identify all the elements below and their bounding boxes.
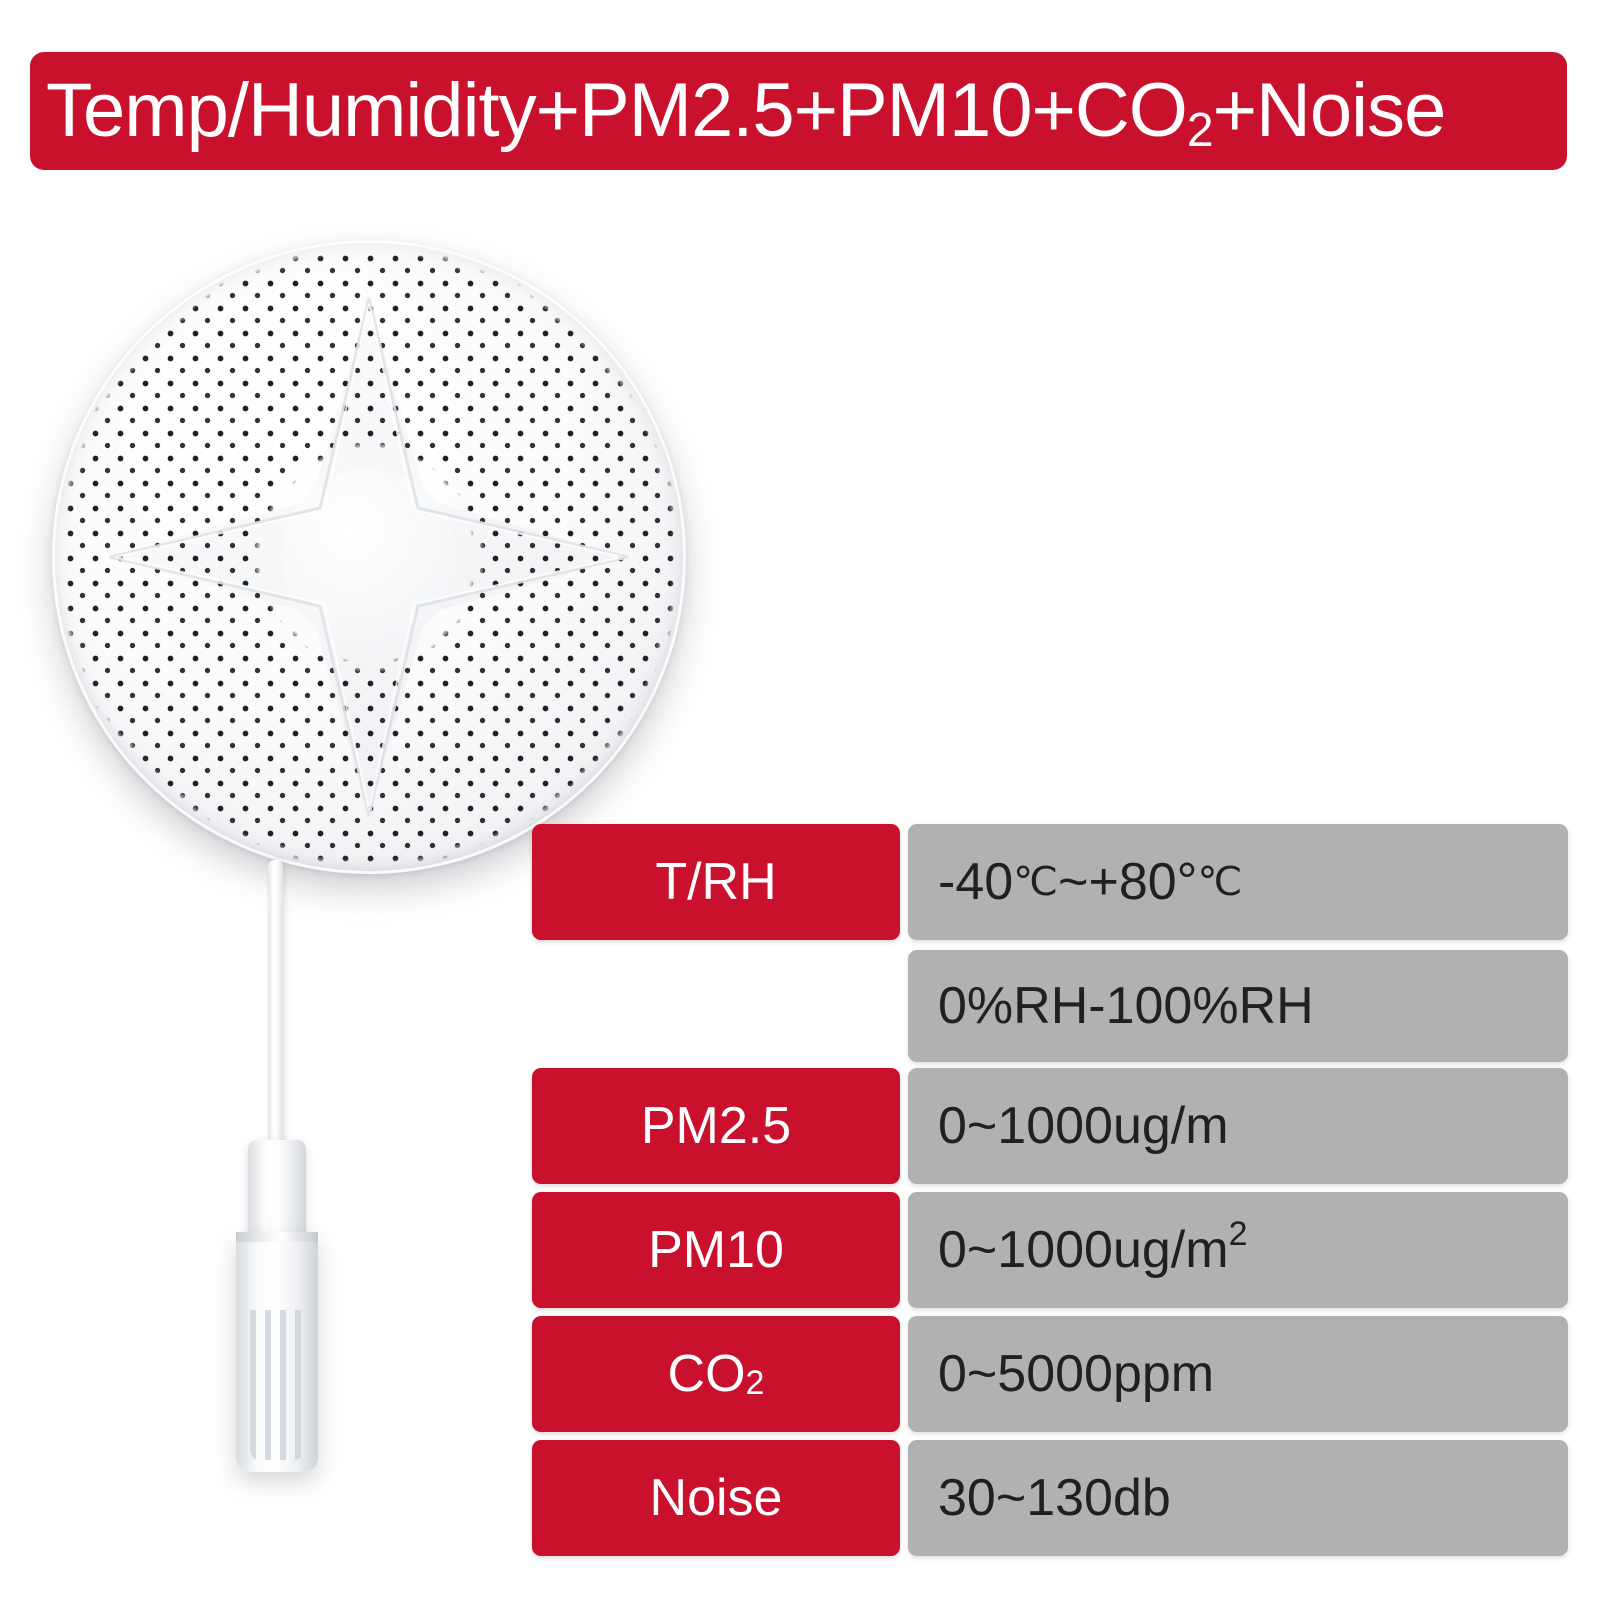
spec-label-trh-text: T/RH [655,853,777,911]
spec-row-humidity: 0%RH-100%RH [532,950,1568,1062]
sensor-probe [234,1140,320,1475]
spec-row-pm10: PM10 0~1000ug/m 2 [532,1192,1568,1308]
probe-vent-slots [250,1310,304,1460]
spec-label-co2-text: CO [667,1345,746,1403]
spec-value-temp-unit-low: ℃ [1013,860,1059,904]
spec-value-pm25-text: 0~1000ug/m [938,1097,1229,1155]
sensor-cable [268,860,283,1155]
spec-label-humidity-placeholder [532,950,900,1062]
spec-row-co2: CO 2 0~5000ppm [532,1316,1568,1432]
spec-value-pm10-superscript: 2 [1228,1214,1248,1253]
probe-ring [236,1232,318,1242]
spec-value-temp-mid: ~+80° [1058,853,1198,911]
spec-label-pm10: PM10 [532,1192,900,1308]
spec-value-temp-unit-high: ℃ [1197,860,1243,904]
spec-label-noise: Noise [532,1440,900,1556]
sensor-disc [52,240,686,874]
spec-row-pm25: PM2.5 0~1000ug/m [532,1068,1568,1184]
page-title-main: Temp/Humidity+PM2.5+PM10+CO [46,68,1188,153]
spec-label-pm25-text: PM2.5 [640,1097,792,1155]
page-title-tail: +Noise [1212,68,1447,153]
spec-value-co2: 0~5000ppm [908,1316,1568,1432]
spec-label-pm10-text: PM10 [648,1221,784,1279]
spec-value-humidity-text: 0%RH-100%RH [938,977,1314,1035]
spec-row-noise: Noise 30~130db [532,1440,1568,1556]
page-title: Temp/Humidity+PM2.5+PM10+CO2+Noise [30,73,1446,155]
spec-label-co2: CO 2 [532,1316,900,1432]
spec-label-trh: T/RH [532,824,900,940]
spec-value-temp-main: -40 [938,853,1014,911]
probe-collar [248,1140,306,1236]
spec-label-pm25: PM2.5 [532,1068,900,1184]
spec-label-co2-subscript: 2 [745,1363,765,1402]
spec-value-humidity: 0%RH-100%RH [908,950,1568,1062]
spec-value-pm25: 0~1000ug/m [908,1068,1568,1184]
page-title-subscript: 2 [1186,104,1214,157]
spec-value-pm10: 0~1000ug/m 2 [908,1192,1568,1308]
title-banner: Temp/Humidity+PM2.5+PM10+CO2+Noise [30,52,1567,170]
spec-row-trh: T/RH -40 ℃ ~+80° ℃ [532,824,1568,940]
probe-body [236,1232,318,1472]
spec-value-noise: 30~130db [908,1440,1568,1556]
product-photo [30,220,750,1580]
spec-value-pm10-text: 0~1000ug/m [938,1221,1229,1279]
disc-rim [52,240,686,874]
spec-value-co2-text: 0~5000ppm [938,1345,1215,1403]
specification-table: T/RH -40 ℃ ~+80° ℃ 0%RH-100%RH PM2.5 0~1000… [532,810,1568,1582]
spec-value-noise-text: 30~130db [938,1469,1171,1527]
spec-value-temperature: -40 ℃ ~+80° ℃ [908,824,1568,940]
spec-label-noise-text: Noise [649,1469,783,1527]
